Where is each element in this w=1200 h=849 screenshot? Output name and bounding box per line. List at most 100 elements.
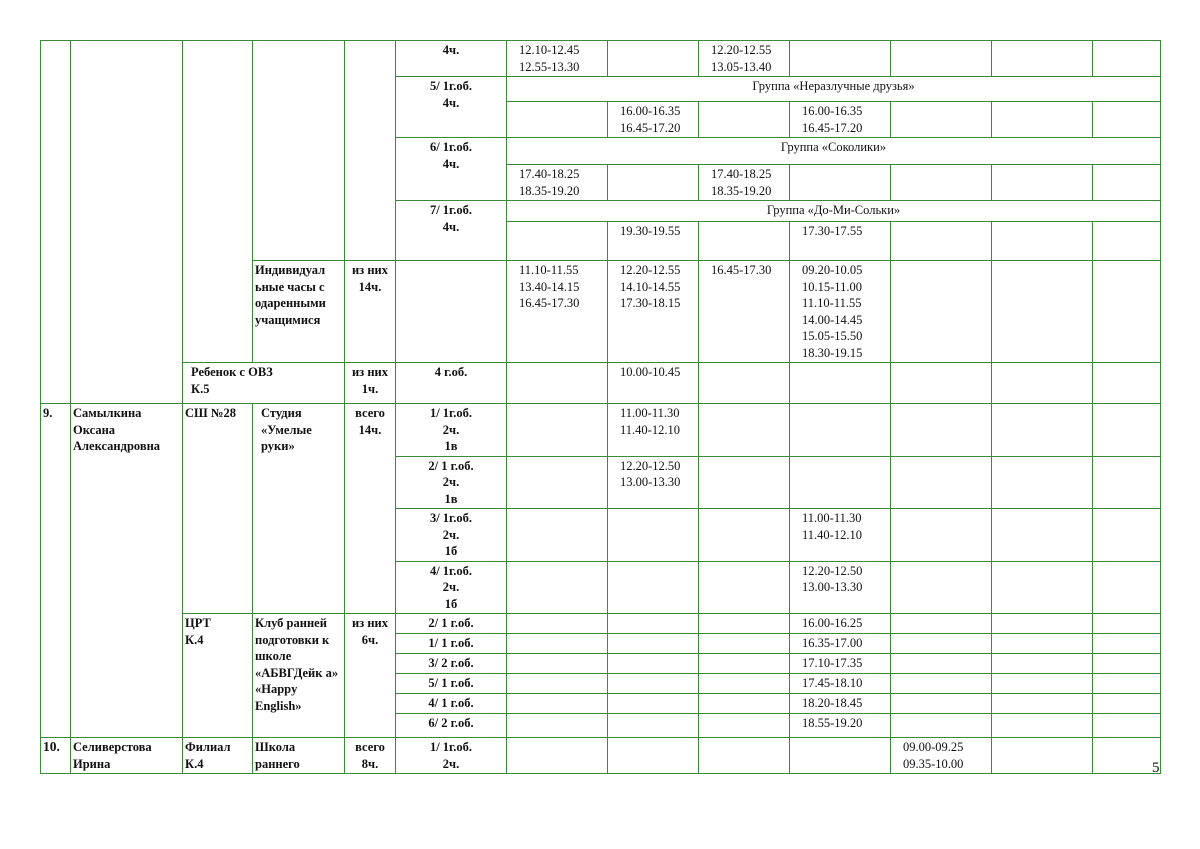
group-cell: 7/ 1г.об. 4ч. — [395, 200, 507, 261]
time-cell — [890, 653, 992, 674]
num-cell: 9. — [40, 403, 71, 738]
time-cell: 09.00-09.25 09.35-10.00 — [890, 737, 992, 774]
place-cell: Филиал К.4 — [182, 737, 253, 774]
group-cell: 4/ 1 г.об. — [395, 693, 507, 714]
time-cell — [506, 713, 608, 738]
program-cell: Индивидуал ьные часы с одаренными учащим… — [252, 260, 345, 363]
time-cell: 16.00-16.25 — [789, 613, 891, 634]
time-cell — [607, 560, 699, 614]
program-cell: Клуб ранней подготовки к школе «АБВГДейк… — [252, 613, 345, 738]
time-cell: 16.00-16.35 16.45-17.20 — [789, 101, 891, 138]
time-cell — [506, 403, 608, 457]
time-cell — [991, 693, 1093, 714]
time-cell — [698, 101, 790, 138]
time-cell — [607, 508, 699, 562]
time-cell — [506, 508, 608, 562]
time-cell — [890, 633, 992, 654]
group-cell: 2/ 1 г.об. — [395, 613, 507, 634]
time-cell: 19.30-19.55 — [607, 221, 699, 261]
time-cell — [890, 560, 992, 614]
time-cell — [991, 101, 1093, 138]
time-cell — [1092, 455, 1161, 509]
time-cell — [991, 455, 1093, 509]
time-cell: 12.20-12.50 13.00-13.30 — [789, 560, 891, 614]
time-cell — [890, 455, 992, 509]
time-cell — [991, 403, 1093, 457]
program-cell: Школа раннего — [252, 737, 345, 774]
time-cell — [607, 713, 699, 738]
time-cell — [991, 673, 1093, 694]
time-cell: 18.55-19.20 — [789, 713, 891, 738]
time-cell — [607, 693, 699, 714]
time-cell — [991, 221, 1093, 261]
hours-cell: всего 14ч. — [344, 403, 396, 614]
time-cell — [890, 673, 992, 694]
time-cell — [698, 633, 790, 654]
time-cell — [1092, 40, 1161, 77]
time-cell — [607, 653, 699, 674]
name-cell — [70, 40, 183, 404]
time-cell — [1092, 713, 1161, 738]
group-cell: 1/ 1г.об. 2ч. — [395, 737, 507, 774]
time-cell: 17.10-17.35 — [789, 653, 891, 674]
time-cell: 11.00-11.30 11.40-12.10 — [607, 403, 699, 457]
time-cell — [607, 737, 699, 774]
time-cell — [698, 403, 790, 457]
num-cell — [40, 40, 71, 404]
time-cell — [1092, 737, 1161, 774]
time-cell — [1092, 560, 1161, 614]
time-cell — [1092, 164, 1161, 201]
time-cell — [1092, 221, 1161, 261]
time-cell — [506, 221, 608, 261]
time-cell — [1092, 613, 1161, 634]
place-cell: Ребенок с ОВЗ К.5 — [182, 362, 345, 404]
group-label: Группа «До-Ми-Сольки» — [506, 200, 1161, 222]
time-cell — [506, 633, 608, 654]
time-cell — [1092, 693, 1161, 714]
time-cell — [506, 693, 608, 714]
place-cell: СШ №28 — [182, 403, 253, 614]
hours-cell: из них 14ч. — [344, 260, 396, 363]
time-cell — [789, 40, 891, 77]
time-cell — [1092, 101, 1161, 138]
group-label: Группа «Неразлучные друзья» — [506, 76, 1161, 102]
time-cell: 12.20-12.55 14.10-14.55 17.30-18.15 — [607, 260, 699, 363]
time-cell: 09.20-10.05 10.15-11.00 11.10-11.55 14.0… — [789, 260, 891, 363]
time-cell — [890, 101, 992, 138]
time-cell — [607, 613, 699, 634]
group-cell: 5/ 1 г.об. — [395, 673, 507, 694]
time-cell — [890, 164, 992, 201]
time-cell — [991, 633, 1093, 654]
hours-cell: из них 1ч. — [344, 362, 396, 404]
time-cell — [698, 693, 790, 714]
time-cell — [789, 164, 891, 201]
time-cell: 11.00-11.30 11.40-12.10 — [789, 508, 891, 562]
place-cell — [182, 40, 253, 363]
time-cell — [607, 633, 699, 654]
time-cell — [1092, 260, 1161, 363]
time-cell — [1092, 403, 1161, 457]
time-cell — [789, 737, 891, 774]
hours-cell — [344, 40, 396, 261]
time-cell: 11.10-11.55 13.40-14.15 16.45-17.30 — [506, 260, 608, 363]
time-cell — [890, 362, 992, 404]
time-cell — [506, 101, 608, 138]
name-cell: Селиверстова Ирина — [70, 737, 183, 774]
time-cell — [607, 40, 699, 77]
time-cell — [890, 508, 992, 562]
time-cell — [890, 713, 992, 738]
schedule-table: 4ч. 12.10-12.45 12.55-13.30 12.20-12.55 1… — [40, 40, 1161, 774]
time-cell — [890, 221, 992, 261]
program-cell — [252, 40, 345, 261]
time-cell — [991, 560, 1093, 614]
time-cell: 10.00-10.45 — [607, 362, 699, 404]
time-cell — [991, 713, 1093, 738]
time-cell — [698, 737, 790, 774]
group-cell: 4 г.об. — [395, 362, 507, 404]
time-cell — [1092, 653, 1161, 674]
time-cell — [607, 673, 699, 694]
time-cell: 16.45-17.30 — [698, 260, 790, 363]
group-cell: 3/ 2 г.об. — [395, 653, 507, 674]
time-cell — [506, 560, 608, 614]
time-cell: 12.10-12.45 12.55-13.30 — [506, 40, 608, 77]
